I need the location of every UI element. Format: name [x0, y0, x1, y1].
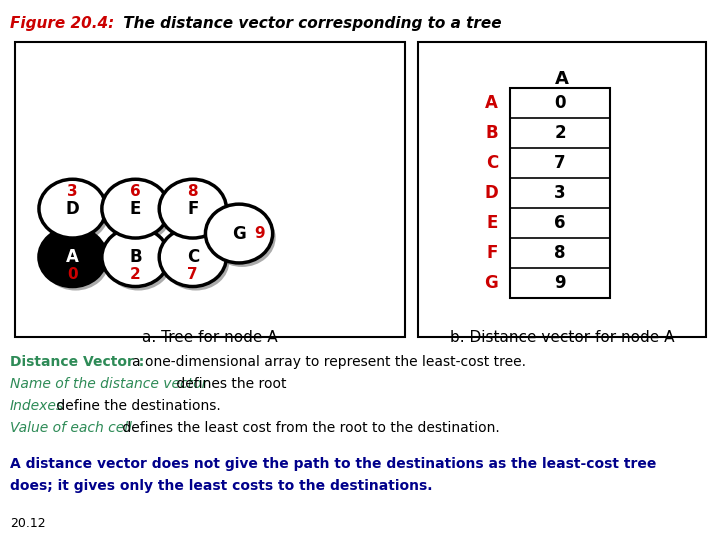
Text: b. Distance vector for node A: b. Distance vector for node A: [450, 330, 674, 345]
Text: D: D: [66, 200, 79, 218]
Ellipse shape: [39, 179, 106, 238]
Text: G: G: [232, 225, 246, 242]
Bar: [15, 42, 405, 337]
Ellipse shape: [102, 179, 169, 238]
Text: A: A: [66, 248, 79, 266]
Text: defines the root: defines the root: [172, 377, 287, 391]
Text: 0: 0: [67, 267, 78, 282]
Ellipse shape: [205, 204, 273, 263]
Text: A: A: [485, 94, 498, 112]
Text: does; it gives only the least costs to the destinations.: does; it gives only the least costs to t…: [10, 479, 433, 493]
Text: C: C: [486, 154, 498, 172]
Text: B: B: [485, 124, 498, 142]
Text: E: E: [130, 200, 141, 218]
Ellipse shape: [42, 183, 109, 242]
Text: 2: 2: [130, 267, 141, 282]
Ellipse shape: [42, 232, 109, 291]
Ellipse shape: [105, 232, 172, 291]
Text: a. Tree for node A: a. Tree for node A: [142, 330, 278, 345]
Text: 8: 8: [187, 184, 198, 199]
Text: define the destinations.: define the destinations.: [52, 399, 221, 413]
Text: D: D: [485, 184, 498, 202]
Text: Figure 20.4:: Figure 20.4:: [10, 16, 114, 31]
Text: C: C: [186, 248, 199, 266]
Bar: [510, 88, 610, 298]
Text: F: F: [487, 244, 498, 262]
Text: F: F: [187, 200, 199, 218]
Text: 6: 6: [554, 214, 566, 232]
Text: 3: 3: [554, 184, 566, 202]
Ellipse shape: [105, 183, 172, 242]
Ellipse shape: [162, 183, 230, 242]
Text: Name of the distance vector: Name of the distance vector: [10, 377, 207, 391]
Text: 9: 9: [254, 226, 265, 241]
Text: 7: 7: [554, 154, 566, 172]
Text: a one-dimensional array to represent the least-cost tree.: a one-dimensional array to represent the…: [132, 355, 526, 369]
Ellipse shape: [102, 228, 169, 287]
Ellipse shape: [39, 228, 106, 287]
Ellipse shape: [159, 179, 226, 238]
Text: E: E: [487, 214, 498, 232]
Text: Value of each cell: Value of each cell: [10, 421, 132, 435]
Text: 2: 2: [554, 124, 566, 142]
Text: 20.12: 20.12: [10, 517, 45, 530]
Text: A distance vector does not give the path to the destinations as the least-cost t: A distance vector does not give the path…: [10, 457, 657, 471]
Ellipse shape: [159, 228, 226, 287]
Bar: [418, 42, 706, 337]
Text: 9: 9: [554, 274, 566, 292]
Text: 8: 8: [554, 244, 566, 262]
Text: The distance vector corresponding to a tree: The distance vector corresponding to a t…: [118, 16, 502, 31]
Text: Distance Vector :: Distance Vector :: [10, 355, 149, 369]
Text: 3: 3: [67, 184, 78, 199]
Text: defines the least cost from the root to the destination.: defines the least cost from the root to …: [118, 421, 500, 435]
Text: B: B: [129, 248, 142, 266]
Text: 0: 0: [554, 94, 566, 112]
Text: 6: 6: [130, 184, 141, 199]
Text: Indexes: Indexes: [10, 399, 64, 413]
Ellipse shape: [209, 208, 276, 267]
Text: 7: 7: [187, 267, 198, 282]
Text: A: A: [555, 70, 569, 88]
Ellipse shape: [162, 232, 230, 291]
Text: G: G: [485, 274, 498, 292]
